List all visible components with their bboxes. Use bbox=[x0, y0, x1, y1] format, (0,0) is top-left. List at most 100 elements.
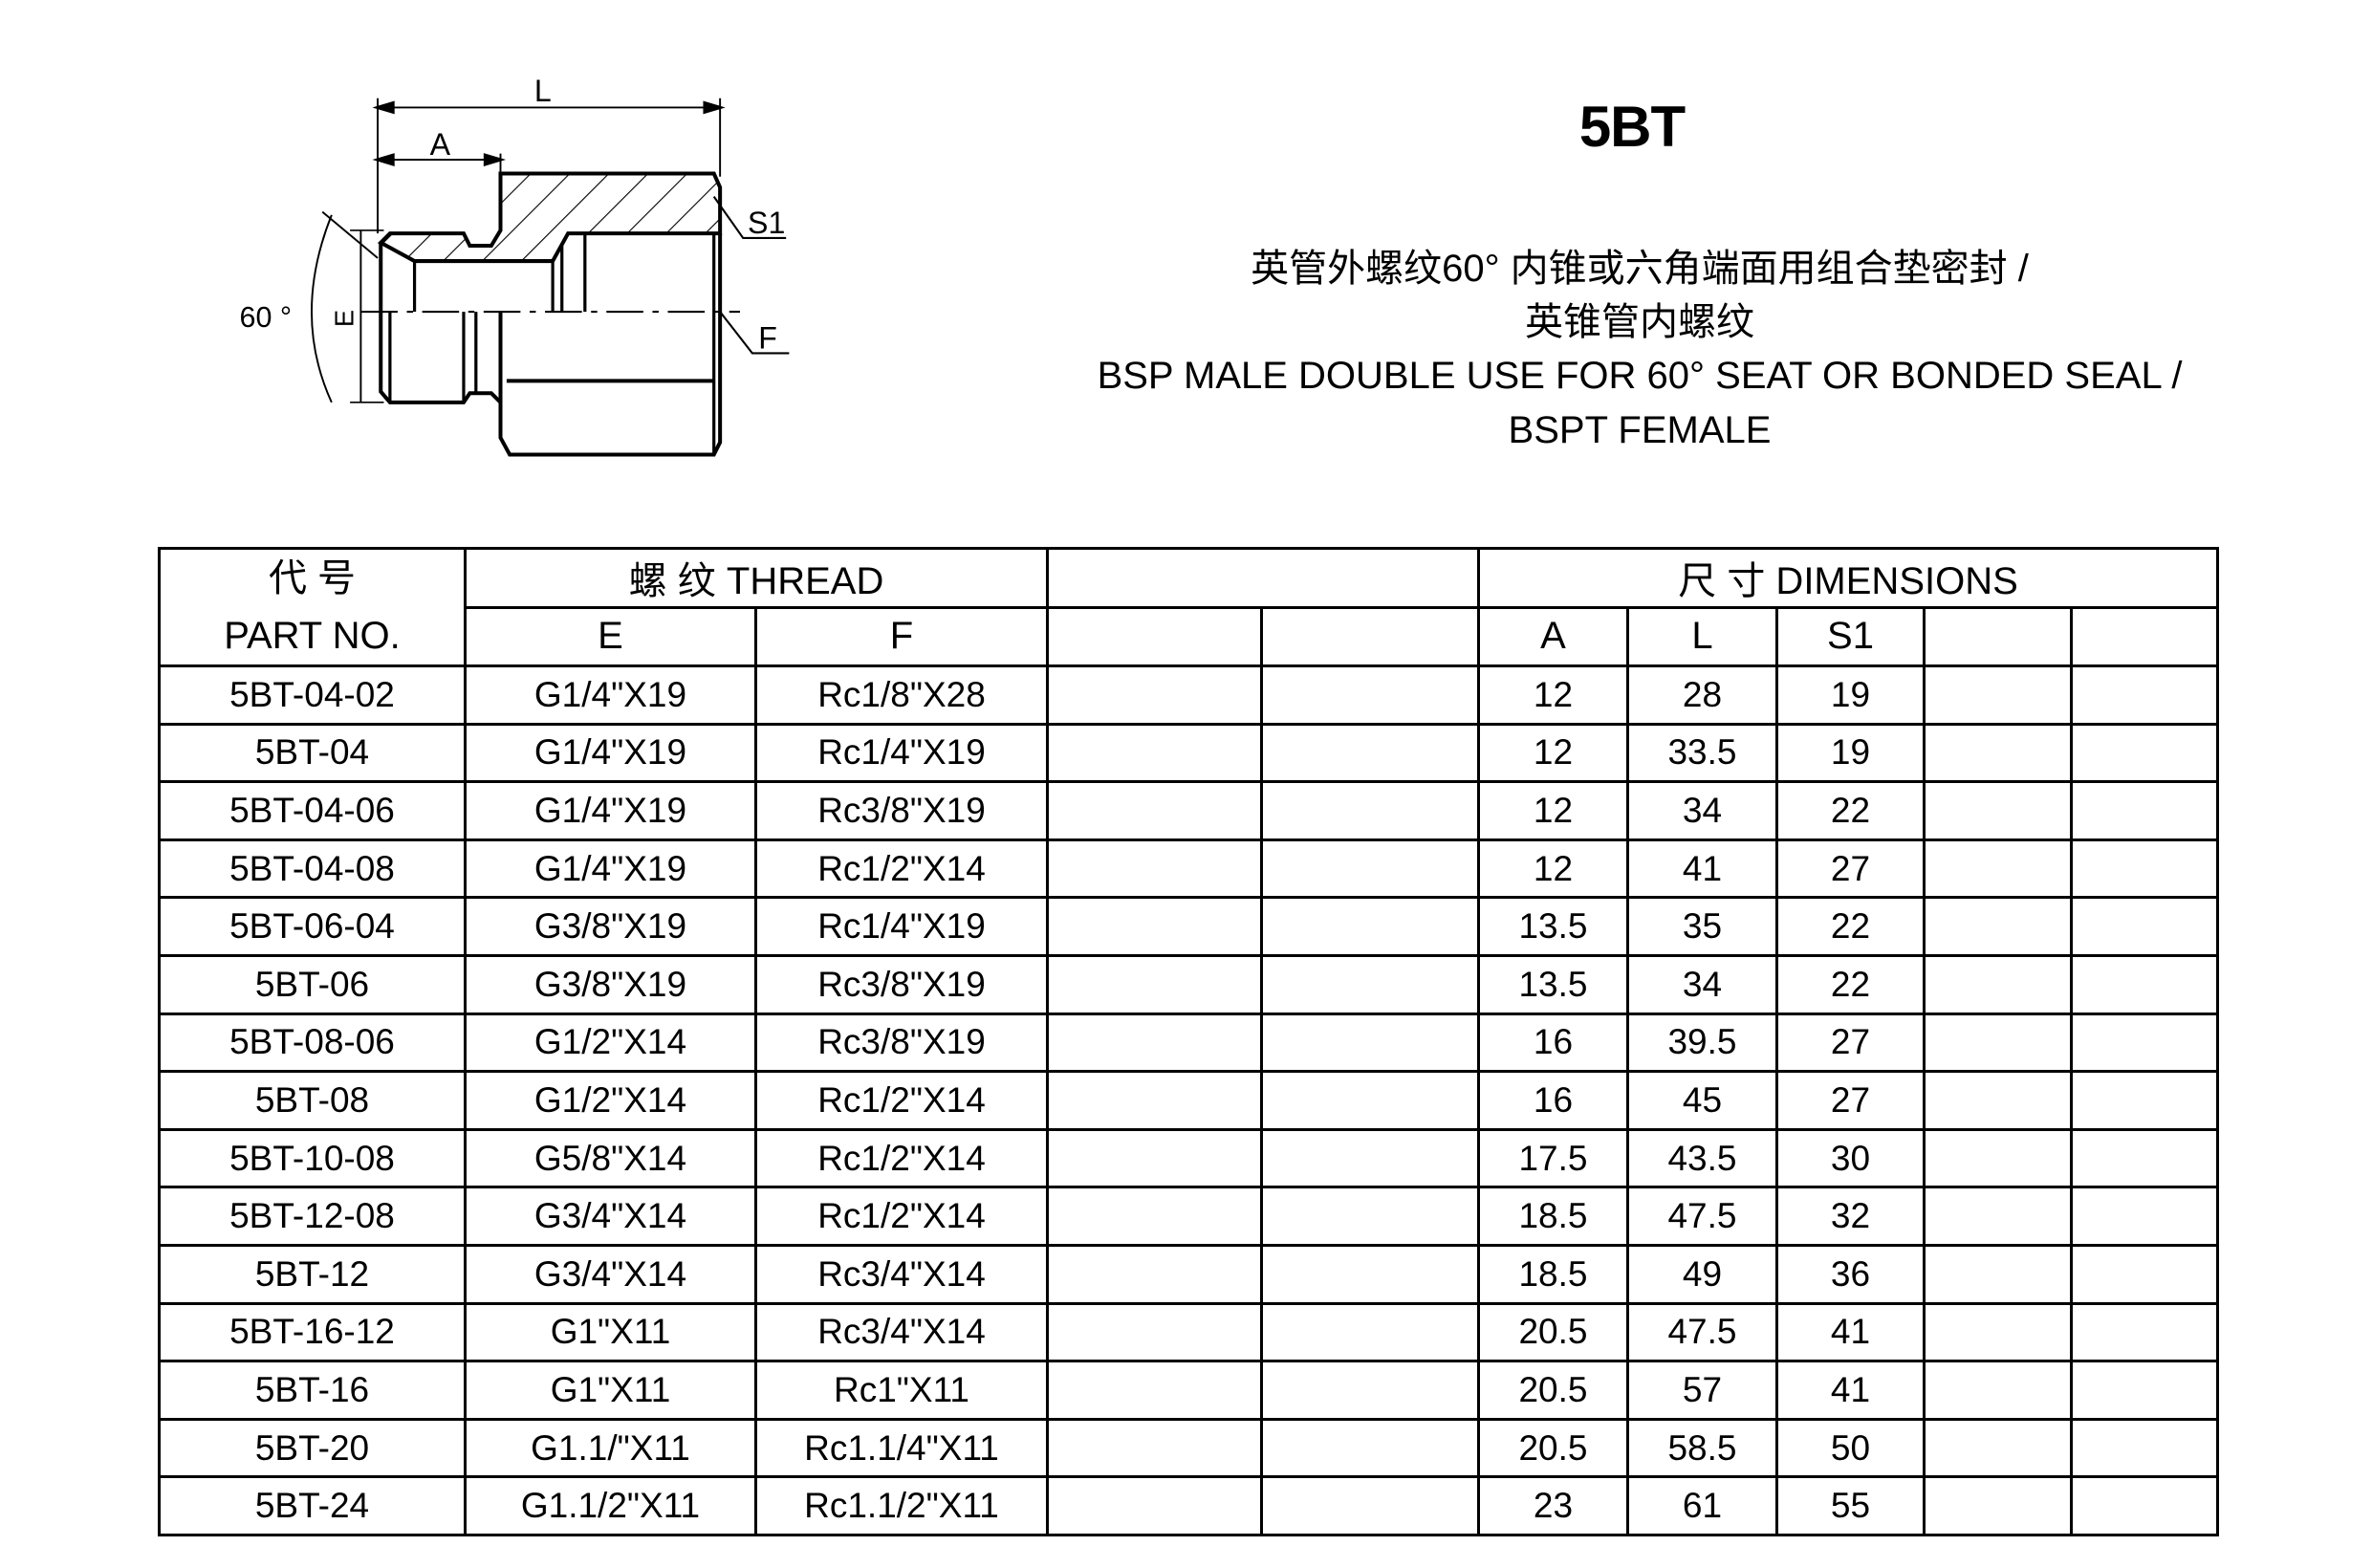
table-row: 5BT-04-06 G1/4"X19 Rc3/8"X19 12 34 22 bbox=[158, 780, 2219, 841]
blank-cell bbox=[1923, 1186, 2073, 1247]
dim-L-cell: 45 bbox=[1626, 1070, 1778, 1131]
thread-E-cell: G1/2"X14 bbox=[464, 1012, 757, 1074]
label-F: F bbox=[758, 321, 777, 356]
dim-A-cell: 12 bbox=[1477, 664, 1629, 726]
dim-A-cell: 12 bbox=[1477, 780, 1629, 841]
dim-S1-cell: 27 bbox=[1775, 838, 1926, 900]
dim-L-cell: 49 bbox=[1626, 1243, 1778, 1305]
table-row: 5BT-12 G3/4"X14 Rc3/4"X14 18.5 49 36 bbox=[158, 1243, 2219, 1305]
dim-S1-cell: 27 bbox=[1775, 1012, 1926, 1074]
blank-cell bbox=[2070, 1186, 2219, 1247]
blank-cell bbox=[1046, 1360, 1263, 1421]
label-L: L bbox=[534, 74, 552, 108]
thread-group-header: 螺 纹 THREAD bbox=[464, 547, 1049, 609]
col-header-blank bbox=[1923, 605, 2073, 667]
table-row: 5BT-08 G1/2"X14 Rc1/2"X14 16 45 27 bbox=[158, 1070, 2219, 1131]
thread-E-cell: G3/8"X19 bbox=[464, 953, 757, 1015]
thread-E-cell: G1.1/2"X11 bbox=[464, 1475, 757, 1536]
table-row: 5BT-06-04 G3/8"X19 Rc1/4"X19 13.5 35 22 bbox=[158, 896, 2219, 957]
blank-cell bbox=[1046, 780, 1263, 841]
dim-A-cell: 20.5 bbox=[1477, 1301, 1629, 1363]
thread-E-cell: G1/4"X19 bbox=[464, 838, 757, 900]
blank-cell bbox=[2070, 896, 2219, 957]
blank-cell bbox=[1046, 1186, 1263, 1247]
part-no-cell: 5BT-12-08 bbox=[158, 1186, 467, 1247]
label-E: E bbox=[329, 310, 359, 327]
blank-cell bbox=[1923, 1360, 2073, 1421]
table-row: 5BT-20 G1.1/"X11 Rc1.1/4"X11 20.5 58.5 50 bbox=[158, 1417, 2219, 1479]
blank-cell bbox=[1923, 780, 2073, 841]
section-hatch bbox=[377, 171, 723, 264]
blank-cell bbox=[2070, 1360, 2219, 1421]
thread-E-cell: G1"X11 bbox=[464, 1360, 757, 1421]
blank-cell bbox=[1046, 722, 1263, 784]
thread-E-cell: G1/4"X19 bbox=[464, 664, 757, 726]
dim-L-cell: 34 bbox=[1626, 953, 1778, 1015]
blank-cell bbox=[1260, 780, 1480, 841]
col-header-blank bbox=[1046, 605, 1263, 667]
angle-arc bbox=[311, 214, 333, 403]
blank-cell bbox=[1046, 664, 1263, 726]
blank-cell bbox=[1046, 1127, 1263, 1189]
thread-F-cell: Rc1/4"X19 bbox=[754, 896, 1049, 957]
table-row: 5BT-04-08 G1/4"X19 Rc1/2"X14 12 41 27 bbox=[158, 838, 2219, 900]
thread-E-cell: G1"X11 bbox=[464, 1301, 757, 1363]
blank-cell bbox=[1260, 1243, 1480, 1305]
dim-S1-cell: 32 bbox=[1775, 1186, 1926, 1247]
dim-L-cell: 57 bbox=[1626, 1360, 1778, 1421]
blank-cell bbox=[1046, 1417, 1263, 1479]
table-row: 5BT-16 G1"X11 Rc1"X11 20.5 57 41 bbox=[158, 1360, 2219, 1421]
label-angle: 60 ° bbox=[240, 301, 293, 334]
dim-S1-cell: 50 bbox=[1775, 1417, 1926, 1479]
part-no-cell: 5BT-24 bbox=[158, 1475, 467, 1536]
table-row: 5BT-10-08 G5/8"X14 Rc1/2"X14 17.5 43.5 30 bbox=[158, 1127, 2219, 1189]
thread-F-cell: Rc3/4"X14 bbox=[754, 1301, 1049, 1363]
thread-E-cell: G5/8"X14 bbox=[464, 1127, 757, 1189]
part-no-cell: 5BT-04-06 bbox=[158, 780, 467, 841]
col-header-blank bbox=[2070, 605, 2219, 667]
blank-cell bbox=[1923, 896, 2073, 957]
part-no-cell: 5BT-04-08 bbox=[158, 838, 467, 900]
part-no-cell: 5BT-16-12 bbox=[158, 1301, 467, 1363]
part-no-cn: 代 号 bbox=[268, 557, 357, 599]
blank-group-header bbox=[1046, 547, 1480, 609]
dim-S1-cell: 55 bbox=[1775, 1475, 1926, 1536]
dim-S1-cell: 19 bbox=[1775, 722, 1926, 784]
dim-S1-cell: 22 bbox=[1775, 780, 1926, 841]
thread-F-cell: Rc1/4"X19 bbox=[754, 722, 1049, 784]
dim-S1-cell: 19 bbox=[1775, 664, 1926, 726]
table-row: 5BT-04-02 G1/4"X19 Rc1/8"X28 12 28 19 bbox=[158, 664, 2219, 726]
thread-E-cell: G3/8"X19 bbox=[464, 896, 757, 957]
blank-cell bbox=[1923, 838, 2073, 900]
thread-F-cell: Rc1"X11 bbox=[754, 1360, 1049, 1421]
dim-L-cell: 43.5 bbox=[1626, 1127, 1778, 1189]
dim-S1-cell: 41 bbox=[1775, 1360, 1926, 1421]
part-no-cell: 5BT-06-04 bbox=[158, 896, 467, 957]
dim-S1-cell: 22 bbox=[1775, 953, 1926, 1015]
blank-cell bbox=[1046, 1475, 1263, 1536]
blank-cell bbox=[1260, 1417, 1480, 1479]
part-no-cell: 5BT-20 bbox=[158, 1417, 467, 1479]
blank-cell bbox=[1923, 1417, 2073, 1479]
col-header-L: L bbox=[1626, 605, 1778, 667]
dim-A-cell: 20.5 bbox=[1477, 1417, 1629, 1479]
part-no-cell: 5BT-04 bbox=[158, 722, 467, 784]
blank-cell bbox=[2070, 1243, 2219, 1305]
blank-cell bbox=[1260, 722, 1480, 784]
blank-cell bbox=[2070, 1417, 2219, 1479]
dim-S1-cell: 30 bbox=[1775, 1127, 1926, 1189]
dim-S1-cell: 22 bbox=[1775, 896, 1926, 957]
dim-A-cell: 17.5 bbox=[1477, 1127, 1629, 1189]
dim-L-cell: 47.5 bbox=[1626, 1186, 1778, 1247]
blank-cell bbox=[2070, 838, 2219, 900]
blank-cell bbox=[2070, 1475, 2219, 1536]
blank-cell bbox=[1260, 953, 1480, 1015]
part-no-en: PART NO. bbox=[224, 615, 401, 657]
dim-L-cell: 34 bbox=[1626, 780, 1778, 841]
subtitle-en-1: BSP MALE DOUBLE USE FOR 60° SEAT OR BOND… bbox=[1097, 355, 2183, 397]
blank-cell bbox=[1923, 722, 2073, 784]
blank-cell bbox=[2070, 780, 2219, 841]
part-no-cell: 5BT-08 bbox=[158, 1070, 467, 1131]
blank-cell bbox=[1923, 1475, 2073, 1536]
spec-table: 代 号 PART NO. 螺 纹 THREAD 尺 寸 DIMENSIONS E… bbox=[158, 547, 2219, 1536]
